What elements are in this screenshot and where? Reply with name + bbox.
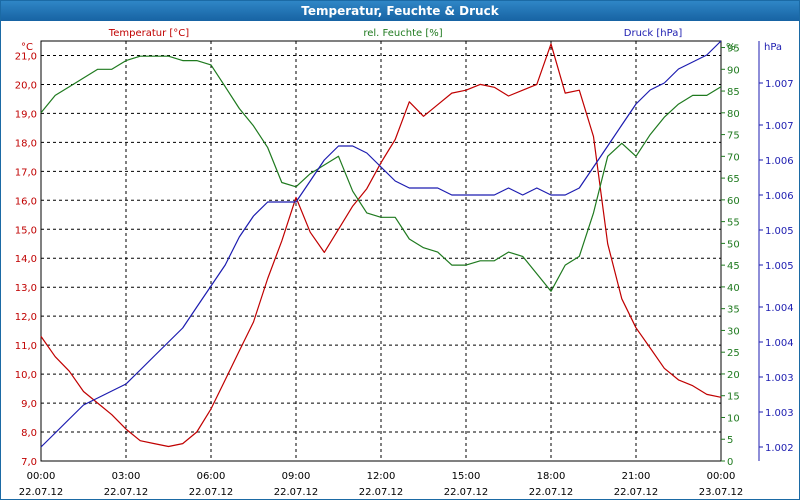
x-tick-date: 22.07.12 bbox=[614, 487, 659, 498]
y-right2-tick-label: 1.007 bbox=[765, 121, 794, 132]
y-left-tick-label: 12,0 bbox=[15, 312, 37, 323]
x-tick-date: 22.07.12 bbox=[529, 487, 574, 498]
y-right-tick-label: 95 bbox=[727, 44, 740, 55]
y-left-tick-label: 8,0 bbox=[21, 428, 37, 439]
y-right2-tick-label: 1.005 bbox=[765, 261, 794, 272]
x-tick-time: 06:00 bbox=[197, 471, 226, 482]
window-title: Temperatur, Feuchte & Druck bbox=[1, 1, 799, 21]
series-line-temperature bbox=[40, 43, 722, 448]
y-right-tick-label: 55 bbox=[727, 218, 740, 229]
series-line-pressure bbox=[40, 40, 722, 448]
labels: °C% hPa Temperatur [°C] rel. Feuchte [%] Dru… bbox=[21, 28, 782, 53]
y-left-tick-label: 7,0 bbox=[21, 457, 37, 468]
y-right-tick-label: 50 bbox=[727, 239, 740, 250]
x-tick-date: 22.07.12 bbox=[189, 487, 234, 498]
y-right-tick-label: 0 bbox=[727, 457, 733, 468]
y-right-tick-label: 75 bbox=[727, 131, 740, 142]
y-right-tick-label: 70 bbox=[727, 152, 740, 163]
y-right-tick-label: 20 bbox=[727, 370, 740, 381]
y-right-tick-label: 40 bbox=[727, 283, 740, 294]
grid bbox=[40, 40, 722, 462]
y-right-tick-label: 80 bbox=[727, 109, 740, 120]
y-right-tick-label: 60 bbox=[727, 196, 740, 207]
y-right-tick-label: 85 bbox=[727, 87, 740, 98]
x-tick-time: 00:00 bbox=[707, 471, 736, 482]
y-right-unit: % bbox=[726, 42, 736, 53]
x-tick-time: 18:00 bbox=[537, 471, 566, 482]
y-right-tick-label: 5 bbox=[727, 435, 733, 446]
x-tick-time: 21:00 bbox=[622, 471, 651, 482]
y-left-tick-label: 11,0 bbox=[15, 341, 37, 352]
y-left-tick-label: 14,0 bbox=[15, 254, 37, 265]
y-left-tick-label: 18,0 bbox=[15, 138, 37, 149]
y-right2-tick-label: 1.003 bbox=[765, 373, 794, 384]
legend-entry: rel. Feuchte [%] bbox=[363, 28, 442, 39]
y-left-tick-label: 20,0 bbox=[15, 80, 37, 91]
y-right2-tick-label: 1.005 bbox=[765, 226, 794, 237]
y-right2-unit: hPa bbox=[764, 42, 782, 53]
legend-entry: Temperatur [°C] bbox=[108, 28, 189, 39]
plot-border bbox=[40, 40, 722, 462]
y-left-tick-label: 10,0 bbox=[15, 370, 37, 381]
x-tick-date: 22.07.12 bbox=[104, 487, 149, 498]
y-right-tick-label: 45 bbox=[727, 261, 740, 272]
y-right-tick-label: 10 bbox=[727, 413, 740, 424]
y-right2-tick-label: 1.004 bbox=[765, 338, 794, 349]
y-right2-tick-label: 1.006 bbox=[765, 191, 794, 202]
y-left-tick-label: 21,0 bbox=[15, 51, 37, 62]
x-tick-time: 00:00 bbox=[27, 471, 56, 482]
y-right2-tick-label: 1.003 bbox=[765, 408, 794, 419]
y-left-tick-label: 16,0 bbox=[15, 196, 37, 207]
y-left-tick-label: 19,0 bbox=[15, 109, 37, 120]
legend-entry: Druck [hPa] bbox=[624, 28, 683, 39]
x-tick-date: 23.07.12 bbox=[699, 487, 744, 498]
x-tick-date: 22.07.12 bbox=[359, 487, 404, 498]
y-left-tick-label: 13,0 bbox=[15, 283, 37, 294]
x-tick-date: 22.07.12 bbox=[274, 487, 319, 498]
x-tick-time: 12:00 bbox=[367, 471, 396, 482]
y-left-tick-label: 17,0 bbox=[15, 167, 37, 178]
y-left-tick-label: 15,0 bbox=[15, 225, 37, 236]
y-right2-tick-label: 1.004 bbox=[765, 303, 794, 314]
y-left-unit: °C bbox=[21, 42, 33, 53]
y-right2-tick-label: 1.007 bbox=[765, 79, 794, 90]
series bbox=[40, 40, 722, 448]
y-right-tick-label: 15 bbox=[727, 392, 740, 403]
axes: 7,0 8,0 9,0 10,0 11,0 12,0 13,0 14,0 15,0 16,0 17,… bbox=[15, 41, 794, 498]
x-tick-date: 22.07.12 bbox=[19, 487, 64, 498]
y-left-tick-label: 9,0 bbox=[21, 399, 37, 410]
x-tick-time: 09:00 bbox=[282, 471, 311, 482]
x-tick-date: 22.07.12 bbox=[444, 487, 489, 498]
series-line-humidity bbox=[40, 55, 722, 292]
y-right-tick-label: 35 bbox=[727, 305, 740, 316]
y-right2-tick-label: 1.006 bbox=[765, 156, 794, 167]
y-right-tick-label: 65 bbox=[727, 174, 740, 185]
y-right-tick-label: 90 bbox=[727, 65, 740, 76]
y-right-tick-label: 30 bbox=[727, 326, 740, 337]
y-right2-tick-label: 1.002 bbox=[765, 443, 794, 454]
x-tick-time: 03:00 bbox=[112, 471, 141, 482]
y-right-tick-label: 25 bbox=[727, 348, 740, 359]
x-tick-time: 15:00 bbox=[452, 471, 481, 482]
